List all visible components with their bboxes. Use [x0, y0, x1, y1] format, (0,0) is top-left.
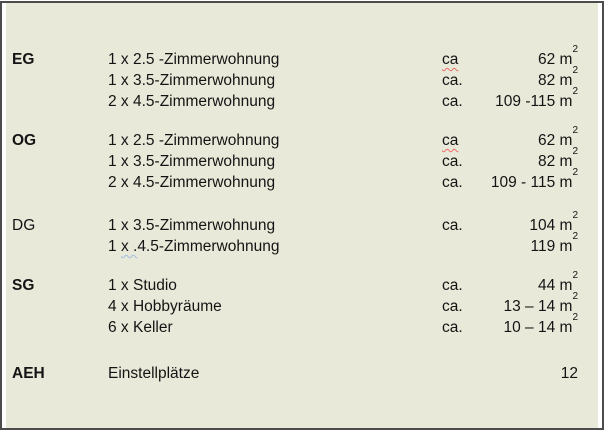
area-unit: m2 — [555, 230, 578, 255]
area-unit: m2 — [555, 269, 578, 294]
floor-label: DG — [12, 217, 36, 234]
superscript-two: 2 — [572, 43, 578, 55]
unit-description: 1 x Studio — [108, 277, 177, 294]
approx-label: ca. — [442, 298, 463, 315]
approx-label: ca. — [442, 153, 463, 170]
area-value: 62 — [537, 51, 556, 68]
grammar-underlined-text: x . — [120, 238, 138, 255]
unit-description: 1 x .4.5-Zimmerwohnung — [108, 236, 279, 257]
floor-label: EG — [12, 51, 35, 68]
unit-description: 2 x 4.5-Zimmerwohnung — [108, 174, 276, 191]
approx-label: ca — [442, 51, 459, 68]
unit-description: Einstellplätze — [108, 365, 200, 382]
document-content: EG 1 x 2.5 -Zimmerwohnung ca 62 m2 1 x 3.5-Z… — [6, 3, 598, 428]
approx-label: ca. — [442, 217, 463, 234]
area-unit: m2 — [555, 43, 578, 68]
superscript-two: 2 — [572, 145, 578, 157]
area-value-cell: 13 – 14 m2 — [503, 290, 579, 317]
description-suffix: 4.5-Zimmerwohnung — [137, 238, 280, 255]
approx-label: ca. — [442, 319, 463, 336]
area-unit: m2 — [555, 85, 578, 110]
unit-description: 2 x 4.5-Zimmerwohnung — [108, 93, 276, 110]
floor-label: OG — [12, 132, 37, 149]
area-unit: m2 — [555, 311, 578, 336]
area-value: 13 – 14 — [503, 298, 556, 315]
superscript-two: 2 — [572, 290, 578, 302]
area-value: 109 - 115 — [490, 174, 556, 191]
area-value-cell: 109 -115 m2 — [495, 85, 578, 112]
unit-description: 4 x Hobbyräume — [108, 298, 222, 315]
area-value-cell: 109 - 115 m2 — [490, 166, 578, 193]
table-row: 6 x Keller ca. 10 – 14 m2 — [6, 311, 598, 338]
approx-label: ca. — [442, 72, 463, 89]
table-row: AEH Einstellplätze 12 — [6, 363, 598, 384]
area-unit: m2 — [555, 166, 578, 191]
table-row: SG 1 x Studio ca. 44 m2 — [6, 269, 598, 296]
area-value: 10 – 14 — [503, 319, 556, 336]
area-value: 62 — [537, 132, 556, 149]
area-value-cell: 119 m2 — [530, 230, 579, 257]
superscript-two: 2 — [572, 85, 578, 97]
area-unit: m2 — [555, 209, 578, 234]
area-value: 12 — [560, 365, 578, 382]
unit-description: 1 x 3.5-Zimmerwohnung — [108, 153, 276, 170]
area-value-cell: 62 m2 — [537, 124, 578, 151]
area-value: 44 — [537, 277, 556, 294]
area-value-cell: 82 m2 — [537, 64, 578, 91]
unit-description: 1 x 3.5-Zimmerwohnung — [108, 217, 276, 234]
table-row: OG 1 x 2.5 -Zimmerwohnung ca 62 m2 — [6, 124, 598, 151]
superscript-two: 2 — [572, 230, 578, 242]
table-row: EG 1 x 2.5 -Zimmerwohnung ca 62 m2 — [6, 43, 598, 70]
area-value-cell: 12 — [561, 363, 578, 384]
superscript-two: 2 — [572, 166, 578, 178]
superscript-two: 2 — [572, 269, 578, 281]
area-unit: m2 — [555, 145, 578, 170]
unit-description: 1 x 2.5 -Zimmerwohnung — [108, 51, 280, 68]
table-row: 1 x 3.5-Zimmerwohnung ca. 82 m2 — [6, 145, 598, 172]
area-value-cell: 10 – 14 m2 — [503, 311, 579, 338]
area-value-cell: 82 m2 — [537, 145, 578, 172]
area-unit: m2 — [555, 290, 578, 315]
table-row: 2 x 4.5-Zimmerwohnung ca. 109 -115 m2 — [6, 85, 598, 112]
area-value: 82 — [537, 153, 556, 170]
table-row: DG 1 x 3.5-Zimmerwohnung ca. 104 m2 — [6, 209, 598, 236]
floor-label: SG — [12, 277, 35, 294]
table-row: 1 x 3.5-Zimmerwohnung ca. 82 m2 — [6, 64, 598, 91]
area-value: 82 — [537, 72, 556, 89]
unit-description: 6 x Keller — [108, 319, 173, 336]
unit-description: 1 x 2.5 -Zimmerwohnung — [108, 132, 280, 149]
floor-label: AEH — [12, 365, 45, 382]
table-row: 4 x Hobbyräume ca. 13 – 14 m2 — [6, 290, 598, 317]
superscript-two: 2 — [572, 209, 578, 221]
superscript-two: 2 — [572, 64, 578, 76]
description-prefix: 1 — [108, 238, 121, 255]
approx-label: ca — [442, 132, 459, 149]
area-unit: m2 — [555, 64, 578, 89]
approx-label: ca. — [442, 93, 463, 110]
area-unit: m2 — [555, 124, 578, 149]
superscript-two: 2 — [572, 124, 578, 136]
area-value: 104 — [529, 217, 556, 234]
table-row: 1 x .4.5-Zimmerwohnung 119 m2 — [6, 230, 598, 257]
approx-label: ca. — [442, 277, 463, 294]
area-value-cell: 104 m2 — [529, 209, 578, 236]
superscript-two: 2 — [572, 311, 578, 323]
area-value: 119 — [530, 238, 556, 255]
area-value-cell: 62 m2 — [537, 43, 578, 70]
area-value-cell: 44 m2 — [537, 269, 578, 296]
unit-description: 1 x 3.5-Zimmerwohnung — [108, 72, 276, 89]
table-row: 2 x 4.5-Zimmerwohnung ca. 109 - 115 m2 — [6, 166, 598, 193]
approx-label: ca. — [442, 174, 463, 191]
area-value: 109 -115 — [495, 93, 556, 110]
